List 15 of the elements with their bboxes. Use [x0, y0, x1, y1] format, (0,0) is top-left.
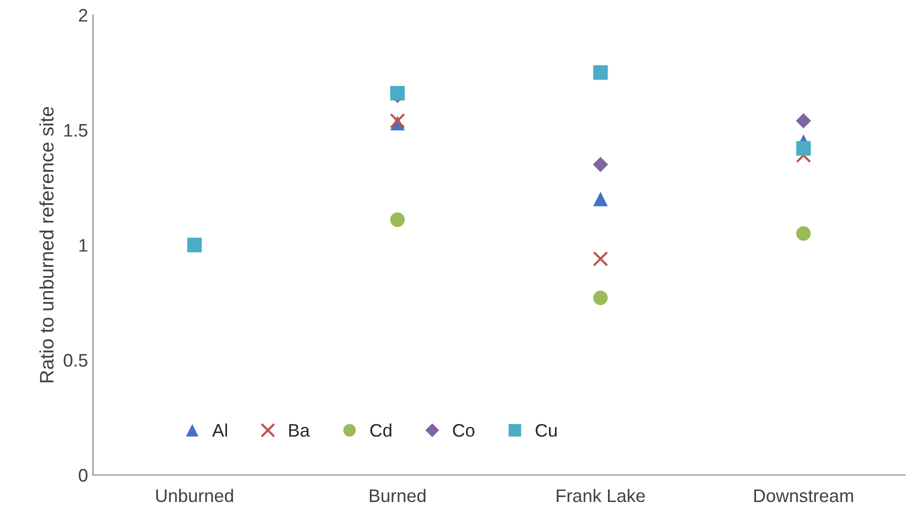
x-tick-label: Unburned: [156, 488, 233, 502]
x-tick-label: Frank Lake: [556, 488, 645, 502]
x-tick-label: Burned: [370, 488, 426, 502]
legend-label: Al: [212, 424, 227, 437]
y-tick-label: 0: [78, 468, 88, 482]
y-tick-label: 1.5: [64, 124, 88, 137]
y-tick-label: 0.5: [64, 354, 88, 367]
y-tick-label: 2: [79, 8, 88, 22]
legend-label: Co: [453, 424, 474, 437]
legend-label: Cu: [536, 424, 557, 437]
legend-label: Ba: [289, 424, 310, 437]
legend-label: Cd: [370, 424, 392, 437]
y-axis-title: Ratio to unburned reference site: [39, 106, 54, 382]
y-tick-label: 1: [79, 239, 88, 252]
x-tick-label: Downstream: [754, 490, 853, 502]
